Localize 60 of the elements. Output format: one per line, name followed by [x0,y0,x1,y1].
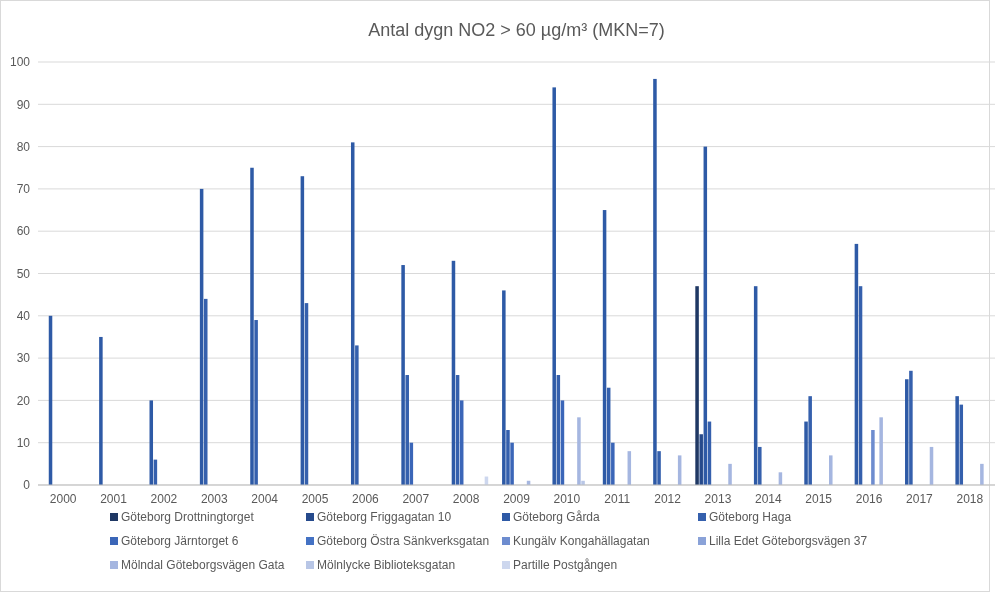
bar [909,370,913,485]
legend-label: Göteborg Friggagatan 10 [317,510,452,525]
bar [728,463,732,485]
bar [577,417,581,485]
y-tick-label: 40 [16,309,31,323]
x-tick-label: 2003 [200,492,228,506]
legend-label: Kungälv Kongahällagatan [513,534,650,549]
legend-label: Mölndal Göteborgsvägen Gata [121,558,285,573]
y-tick-label: 100 [9,55,31,70]
legend-label: Göteborg Järntorget 6 [121,534,239,549]
bar [149,400,154,485]
bar [552,87,556,485]
bar [879,417,883,485]
y-tick-label: 80 [16,139,31,154]
bar [808,396,812,485]
legend-label: Lilla Edet Göteborgsvägen 37 [709,534,868,549]
bar [502,290,506,485]
x-tick-label: 2008 [452,492,480,506]
bar [699,434,703,485]
bar [955,396,959,485]
y-tick-label: 0 [23,478,31,493]
y-tick-label: 50 [16,266,31,281]
x-tick-label: 2017 [906,492,934,506]
x-tick-label: 2016 [855,492,883,506]
bar [871,430,875,485]
x-tick-label: 2000 [49,492,77,506]
x-tick-label: 2004 [251,492,279,506]
y-tick-label: 20 [16,393,31,408]
x-tick-label: 2002 [150,492,178,506]
legend-label: Göteborg Gårda [513,510,601,525]
x-tick-label: 2007 [402,492,430,506]
legend-label: Mölnlycke Biblioteksgatan [317,558,456,573]
x-tick-label: 2013 [704,492,732,506]
bar [695,286,699,485]
y-tick-label: 30 [16,351,31,366]
x-tick-label: 2011 [604,492,631,506]
x-tick-label: 2018 [956,492,984,506]
y-tick-label: 60 [16,224,31,239]
bar [401,265,405,485]
x-tick-label: 2012 [654,492,682,506]
legend-label: Göteborg Haga [709,510,792,525]
y-tick-label: 70 [16,182,31,197]
legend-label: Partille Postgången [513,558,618,573]
bar [99,336,103,485]
bar [980,463,984,485]
bar [653,78,657,485]
x-tick-label: 2009 [503,492,531,506]
chart-title: Antal dygn NO2 > 60 µg/m³ (MKN=7) [368,20,665,40]
y-tick-label: 90 [16,97,31,112]
legend-label: Göteborg Östra Sänkverksgatan [317,534,490,549]
x-tick-label: 2001 [100,492,128,506]
bar [829,455,833,485]
bar [250,167,254,485]
x-tick-label: 2010 [553,492,581,506]
x-tick-label: 2005 [301,492,329,506]
y-tick-label: 10 [16,435,31,450]
x-tick-label: 2006 [352,492,380,506]
legend-label: Göteborg Drottningtorget [121,510,255,525]
x-tick-label: 2014 [754,492,783,506]
x-tick-label: 2015 [805,492,833,506]
